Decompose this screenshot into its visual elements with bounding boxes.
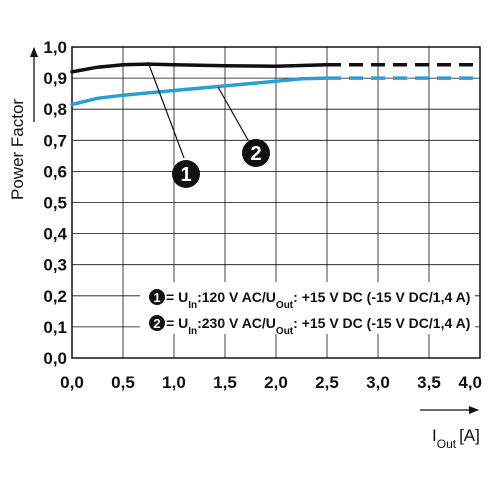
- callout-2: 2: [217, 86, 270, 167]
- x-axis-label: IOut [A]: [432, 426, 480, 451]
- x-tick-label: 3,5: [417, 373, 441, 392]
- x-tick-label: 0,0: [60, 373, 84, 392]
- y-tick-label: 0,2: [43, 287, 67, 306]
- legend-marker-1-number: 1: [153, 290, 160, 305]
- callout-2-marker: [242, 139, 270, 167]
- callout-2-number: 2: [250, 143, 261, 165]
- series-2-line-solid: [70, 76, 329, 107]
- series-1-line-solid: [70, 62, 329, 74]
- y-tick-label: 0,9: [43, 69, 67, 88]
- callout-1-marker: [172, 160, 200, 188]
- series-lines: [70, 62, 480, 107]
- x-tick-label: 3,0: [366, 373, 390, 392]
- x-tick-label: 1,5: [213, 373, 237, 392]
- callout-1-number: 1: [180, 164, 191, 186]
- legend-text-1: = UIn:120 V AC/UOut: +15 V DC (-15 V DC/…: [166, 289, 470, 311]
- y-tick-label: 0,1: [43, 318, 67, 337]
- x-tick-label: 0,5: [111, 373, 135, 392]
- x-axis-title: IOut [A]: [420, 406, 480, 451]
- y-tick-label: 0,0: [43, 349, 67, 368]
- legend-box: [140, 282, 475, 334]
- y-tick-label: 0,8: [43, 100, 67, 119]
- x-tick-label: 1,0: [162, 373, 186, 392]
- callout-1: 1: [147, 61, 200, 188]
- y-axis-title: Power Factor: [8, 47, 38, 200]
- y-tick-label: 0,5: [43, 194, 67, 213]
- legend-marker-1: [149, 289, 165, 305]
- y-tick-label: 0,7: [43, 131, 67, 150]
- x-tick-label: 2,5: [315, 373, 339, 392]
- legend-text-2: = UIn:230 V AC/UOut: +15 V DC (-15 V DC/…: [166, 315, 470, 337]
- y-tick-label: 1,0: [43, 38, 67, 57]
- x-tick-label: 2,0: [264, 373, 288, 392]
- legend-entry-2: 2 = UIn:230 V AC/UOut: +15 V DC (-15 V D…: [149, 315, 470, 337]
- legend-marker-2: [149, 315, 165, 331]
- callout-2-leader: [217, 86, 249, 141]
- legend-entry-1: 1 = UIn:120 V AC/UOut: +15 V DC (-15 V D…: [149, 289, 470, 311]
- y-tick-label: 0,4: [43, 225, 67, 244]
- y-tick-labels: 0,0 0,1 0,2 0,3 0,4 0,5 0,6 0,7 0,8 0,9 1,0: [43, 38, 67, 368]
- callout-1-leader: [147, 61, 185, 159]
- legend: 1 = UIn:120 V AC/UOut: +15 V DC (-15 V D…: [149, 289, 470, 337]
- y-axis-label: Power Factor: [8, 99, 27, 200]
- y-tick-label: 0,3: [43, 256, 67, 275]
- x-tick-label: 4,0: [458, 373, 482, 392]
- legend-marker-2-number: 2: [153, 316, 160, 331]
- y-tick-label: 0,6: [43, 162, 67, 181]
- x-tick-labels: 0,0 0,5 1,0 1,5 2,0 2,5 3,0 3,5 4,0: [60, 373, 482, 392]
